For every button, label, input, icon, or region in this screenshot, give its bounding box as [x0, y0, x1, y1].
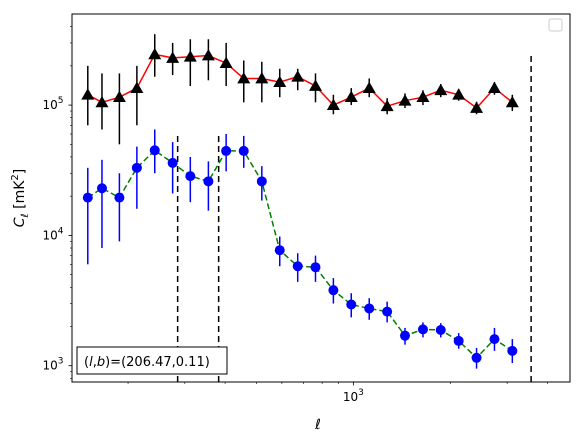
data-point — [416, 90, 430, 103]
data-point — [364, 303, 375, 314]
data-point — [82, 192, 93, 203]
axis-ticks: 103 103 104 105 — [42, 26, 548, 404]
data-point — [453, 335, 464, 346]
x-tick-label: 103 — [343, 388, 364, 404]
y-tick-label: 105 — [42, 96, 63, 112]
data-point — [166, 51, 180, 63]
data-point — [95, 95, 109, 108]
data-point — [237, 71, 251, 84]
data-point — [203, 176, 214, 187]
data-point — [487, 81, 501, 93]
data-point — [417, 324, 428, 335]
x-axis-label: ℓ — [314, 417, 321, 433]
series-1 — [81, 34, 519, 145]
y-axis-label: Cℓ [mK2] — [10, 169, 31, 228]
data-point — [362, 81, 376, 93]
data-point — [291, 70, 305, 82]
data-point — [308, 79, 322, 91]
data-point — [434, 83, 448, 96]
plot-frame — [71, 13, 571, 383]
data-point — [149, 145, 160, 156]
series-2 — [82, 129, 518, 369]
data-point — [344, 90, 358, 103]
data-point — [255, 71, 269, 84]
data-point — [81, 88, 95, 100]
data-point — [452, 88, 466, 100]
data-point — [326, 98, 340, 110]
legend-box — [548, 18, 563, 32]
data-point — [148, 47, 162, 60]
data-point — [273, 75, 287, 88]
data-point — [489, 334, 500, 345]
data-point — [183, 50, 197, 62]
data-point — [256, 176, 267, 187]
data-point — [505, 95, 519, 108]
data-point — [507, 345, 518, 356]
data-point — [398, 94, 412, 106]
data-point — [382, 306, 393, 317]
data-point — [201, 49, 215, 61]
vertical-reference-lines — [176, 53, 532, 382]
data-point — [470, 101, 484, 113]
data-point — [219, 56, 233, 68]
y-tick-label: 103 — [42, 357, 63, 373]
data-series — [81, 34, 519, 369]
annotation-text: (l,b)=(206.47,0.11) — [84, 355, 210, 370]
data-point — [238, 145, 249, 156]
data-point — [380, 99, 394, 112]
annotation-box — [76, 346, 228, 375]
data-point — [130, 81, 144, 93]
data-point — [292, 261, 303, 272]
data-point — [221, 145, 232, 156]
data-point — [471, 352, 482, 363]
data-point — [399, 330, 410, 341]
data-point — [112, 90, 126, 103]
data-point — [96, 183, 107, 194]
data-point — [346, 299, 357, 310]
data-point — [167, 157, 178, 168]
data-point — [185, 171, 196, 182]
coordinate-annotation: (l,b)=(206.47,0.11) — [76, 346, 228, 375]
data-point — [274, 245, 285, 256]
data-point — [114, 192, 125, 203]
y-tick-label: 104 — [42, 226, 63, 242]
data-point — [328, 285, 339, 296]
data-point — [131, 162, 142, 173]
data-point — [435, 324, 446, 335]
data-point — [310, 262, 321, 273]
